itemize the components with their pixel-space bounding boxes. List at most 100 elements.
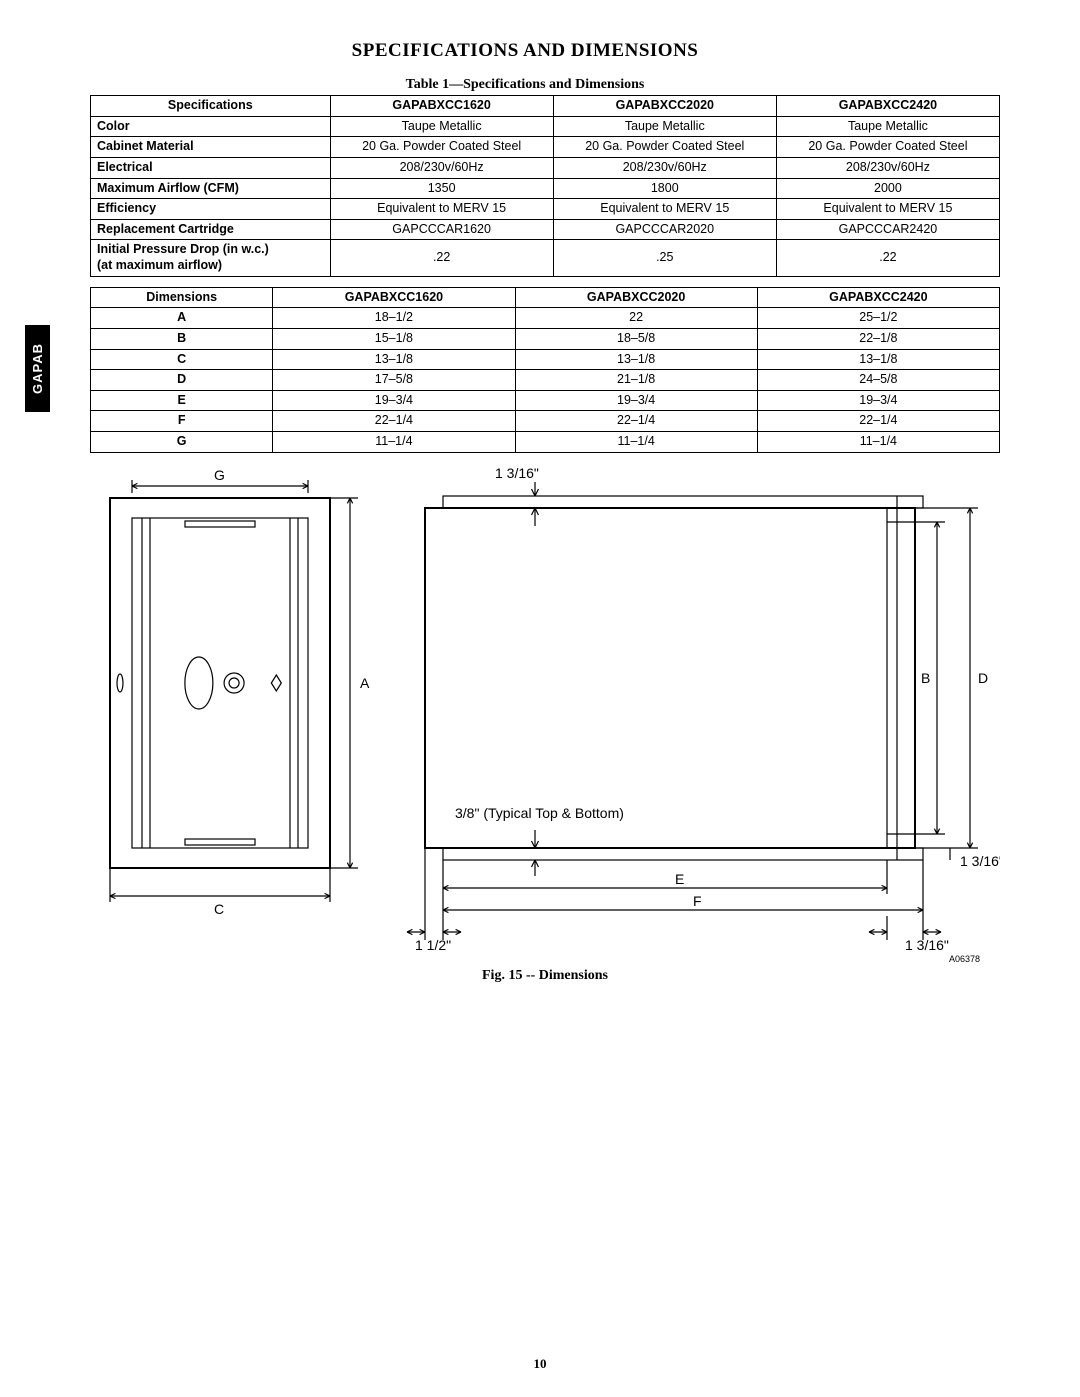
page-title: SPECIFICATIONS AND DIMENSIONS: [30, 40, 1020, 62]
row-label: Replacement Cartridge: [91, 219, 331, 240]
row-label: C: [91, 349, 273, 370]
table-row: Replacement CartridgeGAPCCCAR1620GAPCCCA…: [91, 219, 1000, 240]
cell: 22–1/4: [757, 411, 999, 432]
cell: 20 Ga. Powder Coated Steel: [553, 137, 776, 158]
cell: Equivalent to MERV 15: [553, 199, 776, 220]
table-row: Cabinet Material20 Ga. Powder Coated Ste…: [91, 137, 1000, 158]
cell: Taupe Metallic: [776, 116, 999, 137]
spec-table: Specifications GAPABXCC1620 GAPABXCC2020…: [90, 95, 1000, 277]
row-label: D: [91, 370, 273, 391]
cell: 1350: [330, 178, 553, 199]
row-label: G: [91, 432, 273, 453]
spec-header-row: Specifications GAPABXCC1620 GAPABXCC2020…: [91, 96, 1000, 117]
cell: 17–5/8: [273, 370, 515, 391]
row-label: Efficiency: [91, 199, 331, 220]
cell: 24–5/8: [757, 370, 999, 391]
row-label: Color: [91, 116, 331, 137]
cell: 22–1/4: [273, 411, 515, 432]
cell: GAPCCCAR2420: [776, 219, 999, 240]
cell: 11–1/4: [515, 432, 757, 453]
cell: 22–1/8: [757, 328, 999, 349]
row-label: E: [91, 390, 273, 411]
cell: 208/230v/60Hz: [553, 157, 776, 178]
svg-text:3/8" (Typical Top & Bottom): 3/8" (Typical Top & Bottom): [455, 805, 624, 821]
cell: 15–1/8: [273, 328, 515, 349]
dim-col-0: Dimensions: [91, 287, 273, 308]
dim-col-3: GAPABXCC2420: [757, 287, 999, 308]
svg-text:C: C: [214, 901, 224, 917]
cell: 21–1/8: [515, 370, 757, 391]
row-label: Electrical: [91, 157, 331, 178]
cell: 208/230v/60Hz: [330, 157, 553, 178]
svg-text:1 3/16": 1 3/16": [960, 853, 1000, 869]
spec-col-3: GAPABXCC2420: [776, 96, 999, 117]
cell: 11–1/4: [273, 432, 515, 453]
spec-col-0: Specifications: [91, 96, 331, 117]
cell: 18–5/8: [515, 328, 757, 349]
dimensions-figure: G A C 1 3/16" 3/8" (Typical Top & Bottom) B D 1…: [90, 463, 1000, 953]
cell: 19–3/4: [515, 390, 757, 411]
svg-text:E: E: [675, 871, 684, 887]
row-label: Maximum Airflow (CFM): [91, 178, 331, 199]
cell: GAPCCCAR1620: [330, 219, 553, 240]
drawing-id: A06378: [90, 954, 980, 964]
cell: 18–1/2: [273, 308, 515, 329]
svg-text:F: F: [693, 893, 702, 909]
cell: 20 Ga. Powder Coated Steel: [330, 137, 553, 158]
table-row: A18–1/22225–1/2: [91, 308, 1000, 329]
row-label: Initial Pressure Drop (in w.c.)(at maxim…: [91, 240, 331, 276]
dimensions-table: Dimensions GAPABXCC1620 GAPABXCC2020 GAP…: [90, 287, 1000, 453]
table-row: Maximum Airflow (CFM)135018002000: [91, 178, 1000, 199]
cell: 1800: [553, 178, 776, 199]
cell: 13–1/8: [273, 349, 515, 370]
cell: 19–3/4: [273, 390, 515, 411]
cell: 11–1/4: [757, 432, 999, 453]
svg-text:1 3/16": 1 3/16": [495, 465, 539, 481]
cell: 20 Ga. Powder Coated Steel: [776, 137, 999, 158]
svg-text:1 3/16": 1 3/16": [905, 937, 949, 953]
figure-container: G A C 1 3/16" 3/8" (Typical Top & Bottom) B D 1…: [90, 463, 1000, 984]
cell: Taupe Metallic: [553, 116, 776, 137]
table-row: ColorTaupe MetallicTaupe MetallicTaupe M…: [91, 116, 1000, 137]
row-label: A: [91, 308, 273, 329]
table-row: Efficiency Equivalent to MERV 15Equivalen…: [91, 199, 1000, 220]
cell: 22: [515, 308, 757, 329]
table-row: Initial Pressure Drop (in w.c.)(at maxim…: [91, 240, 1000, 276]
cell: 208/230v/60Hz: [776, 157, 999, 178]
cell: .22: [776, 240, 999, 276]
cell: GAPCCCAR2020: [553, 219, 776, 240]
figure-caption: Fig. 15 -- Dimensions: [90, 968, 1000, 984]
table-row: B15–1/818–5/822–1/8: [91, 328, 1000, 349]
table-row: F22–1/422–1/422–1/4: [91, 411, 1000, 432]
spec-col-1: GAPABXCC1620: [330, 96, 553, 117]
spec-col-2: GAPABXCC2020: [553, 96, 776, 117]
cell: 25–1/2: [757, 308, 999, 329]
row-label: Cabinet Material: [91, 137, 331, 158]
dim-col-2: GAPABXCC2020: [515, 287, 757, 308]
cell: 22–1/4: [515, 411, 757, 432]
svg-text:B: B: [921, 670, 930, 686]
table-row: Electrical208/230v/60Hz208/230v/60Hz208/…: [91, 157, 1000, 178]
row-label: B: [91, 328, 273, 349]
row-label: F: [91, 411, 273, 432]
page-number: 10: [0, 1356, 1080, 1372]
cell: 13–1/8: [515, 349, 757, 370]
svg-text:1 1/2": 1 1/2": [415, 937, 451, 953]
table-row: E19–3/419–3/419–3/4: [91, 390, 1000, 411]
svg-text:A: A: [360, 675, 370, 691]
svg-text:D: D: [978, 670, 988, 686]
cell: 13–1/8: [757, 349, 999, 370]
table-row: C13–1/813–1/813–1/8: [91, 349, 1000, 370]
cell: 2000: [776, 178, 999, 199]
cell: .22: [330, 240, 553, 276]
cell: Taupe Metallic: [330, 116, 553, 137]
dim-header-row: Dimensions GAPABXCC1620 GAPABXCC2020 GAP…: [91, 287, 1000, 308]
cell: .25: [553, 240, 776, 276]
side-tab: GAPAB: [25, 325, 50, 412]
svg-text:G: G: [214, 467, 225, 483]
table-row: D17–5/821–1/824–5/8: [91, 370, 1000, 391]
cell: Equivalent to MERV 15: [776, 199, 999, 220]
dim-col-1: GAPABXCC1620: [273, 287, 515, 308]
spec-table-caption: Table 1—Specifications and Dimensions: [30, 77, 1020, 93]
table-row: G11–1/411–1/411–1/4: [91, 432, 1000, 453]
